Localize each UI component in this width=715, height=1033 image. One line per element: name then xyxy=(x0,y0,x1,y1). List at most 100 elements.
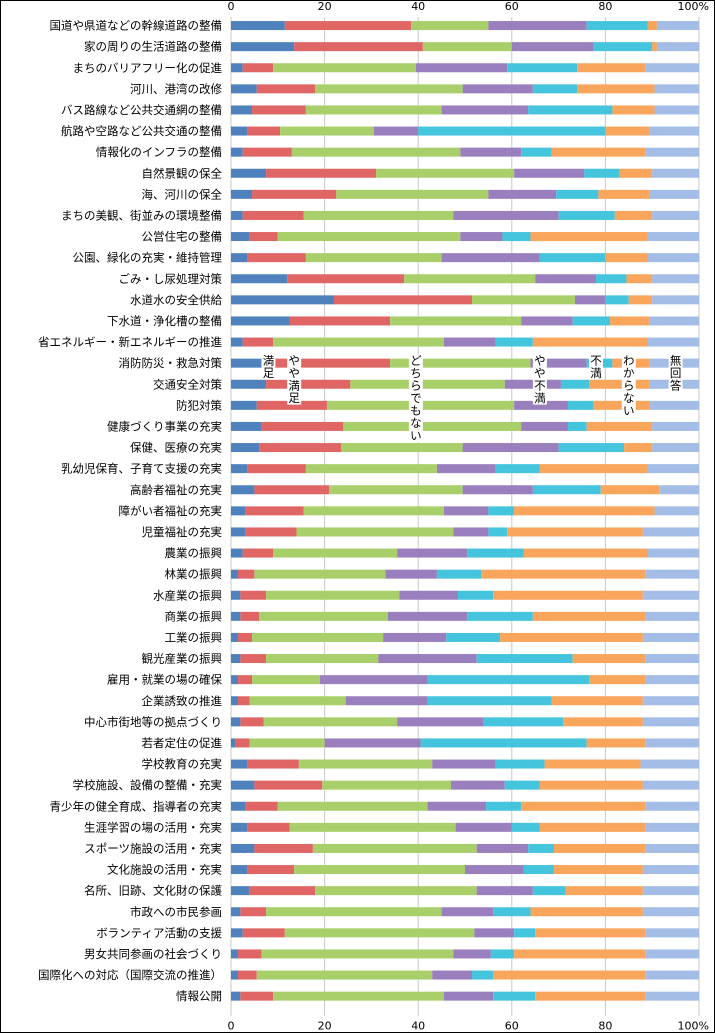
series-label-bg xyxy=(532,354,547,368)
bar-segment-1 xyxy=(231,590,241,600)
bar-segment-7 xyxy=(652,274,699,284)
bar-segment-3 xyxy=(312,843,477,853)
bar-segment-7 xyxy=(645,949,699,959)
bar-segment-4 xyxy=(476,886,533,896)
bar-segment-3 xyxy=(350,379,505,389)
bar-segment-5 xyxy=(420,738,587,748)
bar-segment-1 xyxy=(231,548,243,558)
bar-segment-4 xyxy=(441,907,494,917)
bar-segment-2 xyxy=(242,147,292,157)
bar-segment-6 xyxy=(532,337,648,347)
bar-segment-3 xyxy=(390,316,522,326)
bar-segment-6 xyxy=(589,379,650,389)
bar-segment-6 xyxy=(619,168,653,178)
bar-segment-7 xyxy=(640,759,699,769)
series-label-char: 満 xyxy=(534,391,546,405)
bar-segment-2 xyxy=(240,991,274,1001)
bar-segment-2 xyxy=(242,63,274,73)
bar-segment-6 xyxy=(539,780,643,790)
series-label-bg xyxy=(287,379,302,393)
category-label: 下水道・浄化槽の整備 xyxy=(107,314,222,328)
bar-segment-4 xyxy=(460,232,503,242)
bar-segment-2 xyxy=(242,548,274,558)
bar-segment-5 xyxy=(511,822,540,832)
bar-segment-7 xyxy=(645,675,699,685)
bar-segment-1 xyxy=(231,421,262,431)
series-label-bg xyxy=(532,379,547,393)
bar-segment-3 xyxy=(249,696,346,706)
category-label: ごみ・し尿処理対策 xyxy=(119,272,223,286)
bar-segment-7 xyxy=(642,590,699,600)
bar-segment-4 xyxy=(530,358,587,368)
bar-segment-4 xyxy=(415,63,508,73)
category-label: 文化施設の活用・充実 xyxy=(107,863,222,877)
bar-segment-7 xyxy=(645,801,699,811)
bar-segment-4 xyxy=(432,759,496,769)
series-label-bg xyxy=(408,354,423,368)
bar-segment-1 xyxy=(231,717,241,727)
bar-segment-2 xyxy=(261,421,344,431)
bar-segment-2 xyxy=(245,527,297,537)
bar-segment-6 xyxy=(589,675,646,685)
bar-segment-4 xyxy=(443,991,494,1001)
bar-segment-4 xyxy=(455,822,512,832)
bar-segment-7 xyxy=(656,21,699,31)
bar-segment-3 xyxy=(284,928,475,938)
bar-segment-5 xyxy=(488,527,508,537)
bar-segment-6 xyxy=(481,569,646,579)
category-label: 中心市街地等の拠点づくり xyxy=(84,715,222,729)
bar-segment-1 xyxy=(231,843,255,853)
bar-segment-6 xyxy=(628,295,653,305)
bar-segment-6 xyxy=(535,991,646,1001)
bar-segment-3 xyxy=(266,590,400,600)
bar-segment-4 xyxy=(462,485,533,495)
bar-segment-5 xyxy=(532,84,578,94)
bar-segment-6 xyxy=(532,611,646,621)
bar-segment-2 xyxy=(238,949,262,959)
bar-segment-1 xyxy=(231,970,239,980)
bar-segment-5 xyxy=(586,21,648,31)
bar-segment-6 xyxy=(539,464,648,474)
bar-segment-6 xyxy=(507,527,643,537)
bar-segment-3 xyxy=(376,168,515,178)
bottom-tick-label-60: 60 xyxy=(505,1020,519,1033)
bar-segment-2 xyxy=(247,464,306,474)
bar-segment-1 xyxy=(231,886,250,896)
bar-segment-1 xyxy=(231,928,243,938)
top-tick-label-40: 40 xyxy=(411,0,425,13)
bar-segment-3 xyxy=(336,189,489,199)
bar-segment-3 xyxy=(472,295,575,305)
bar-segment-5 xyxy=(528,843,554,853)
bar-segment-5 xyxy=(584,168,620,178)
series-label-char: や xyxy=(288,354,300,368)
bar-segment-2 xyxy=(240,907,267,917)
bar-segment-3 xyxy=(280,126,374,136)
bar-segment-6 xyxy=(514,506,655,516)
bar-segment-7 xyxy=(659,485,699,495)
bar-segment-7 xyxy=(645,63,699,73)
bar-segment-2 xyxy=(247,126,281,136)
category-label: 男女共同参画の社会づくり xyxy=(84,947,222,961)
series-label-char: い xyxy=(410,429,422,443)
bar-segment-1 xyxy=(231,358,267,368)
series-label-bg xyxy=(408,404,423,418)
bar-segment-4 xyxy=(443,337,496,347)
category-label: 市政への市民参画 xyxy=(130,905,222,919)
category-label: 雇用・就業の場の確保 xyxy=(107,673,222,687)
bar-segment-1 xyxy=(231,63,243,73)
series-label-5: 不満 xyxy=(589,354,604,380)
bar-segment-4 xyxy=(383,632,447,642)
bar-segment-5 xyxy=(593,42,653,52)
bar-segment-3 xyxy=(315,84,463,94)
category-label: 工業の振興 xyxy=(165,630,223,644)
bar-segment-1 xyxy=(231,569,239,579)
series-label-char: 満 xyxy=(263,354,275,368)
category-label: 航路や空路など公共交通の整備 xyxy=(61,124,222,138)
bar-segment-5 xyxy=(472,970,494,980)
bar-segment-1 xyxy=(231,696,239,706)
bar-segment-4 xyxy=(511,42,594,52)
bar-segment-6 xyxy=(563,717,643,727)
bar-segment-3 xyxy=(329,485,463,495)
series-label-bg xyxy=(668,379,683,393)
